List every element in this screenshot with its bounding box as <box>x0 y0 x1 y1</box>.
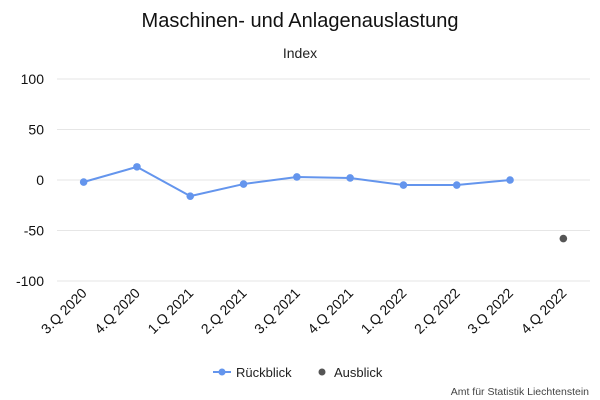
x-tick-label: 3.Q 2020 <box>38 285 90 337</box>
y-tick-label: 100 <box>21 71 45 87</box>
data-point[interactable] <box>506 176 514 184</box>
x-tick-label: 1.Q 2021 <box>144 285 196 337</box>
y-tick-label: -100 <box>16 273 44 289</box>
y-tick-label: -50 <box>24 223 44 239</box>
data-point[interactable] <box>399 181 408 189</box>
x-tick-label: 3.Q 2021 <box>251 285 303 337</box>
source-credit: Amt für Statistik Liechtenstein <box>451 386 589 398</box>
legend-item-ausblick[interactable]: Ausblick <box>318 365 383 380</box>
y-tick-label: 0 <box>36 172 44 188</box>
data-point[interactable] <box>346 174 354 182</box>
legend-label-ausblick: Ausblick <box>334 365 383 380</box>
x-tick-label: 2.Q 2022 <box>411 285 463 337</box>
data-point[interactable] <box>452 181 461 189</box>
x-axis: 3.Q 2020 4.Q 2020 1.Q 2021 2.Q 2021 3.Q 2021… <box>38 285 570 337</box>
x-tick-label: 4.Q 2020 <box>91 285 143 337</box>
data-point[interactable] <box>293 173 301 181</box>
data-point[interactable] <box>186 192 195 200</box>
y-tick-label: 50 <box>28 122 44 138</box>
data-point[interactable] <box>559 234 568 243</box>
data-point[interactable] <box>79 178 88 186</box>
series-0 <box>79 163 514 200</box>
legend-item-rueckblick[interactable]: Rückblick <box>213 365 292 380</box>
data-point[interactable] <box>239 180 248 188</box>
series-line <box>83 165 511 198</box>
x-tick-label: 1.Q 2022 <box>358 285 410 337</box>
chart-title: Maschinen- und Anlagenauslastung <box>142 10 459 32</box>
chart-subtitle: Index <box>283 45 317 61</box>
x-tick-label: 4.Q 2021 <box>304 285 356 337</box>
x-tick-label: 3.Q 2022 <box>464 285 516 337</box>
legend: Rückblick Ausblick <box>213 365 383 380</box>
data-point[interactable] <box>133 163 141 171</box>
x-tick-label: 4.Q 2022 <box>517 285 569 337</box>
series-1 <box>559 234 568 243</box>
legend-marker-ausblick <box>318 368 326 376</box>
series-layer <box>79 163 568 243</box>
x-tick-label: 2.Q 2021 <box>198 285 250 337</box>
y-axis: 100 50 0 -50 -100 <box>16 71 44 289</box>
legend-label-rueckblick: Rückblick <box>236 365 292 380</box>
gridlines <box>57 78 590 282</box>
legend-marker-rueckblick <box>218 368 226 376</box>
